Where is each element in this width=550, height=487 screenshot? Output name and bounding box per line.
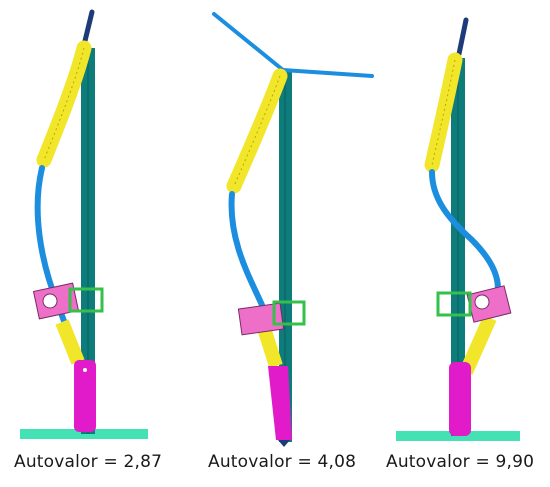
lower-yellow-strut <box>459 315 497 375</box>
clamp-green <box>436 291 472 317</box>
navy-tip <box>456 17 469 57</box>
yellow-tube <box>36 40 92 168</box>
magenta-base-segment <box>449 362 471 436</box>
navy-arm-right <box>281 68 374 78</box>
navy-arm-left <box>212 12 285 72</box>
lower-yellow-strut <box>55 319 85 365</box>
eigenvalue-caption-2: Autovalor = 4,08 <box>208 452 357 472</box>
mode-shape-2 <box>212 12 374 447</box>
eigenvalue-caption-3: Autovalor = 9,90 <box>386 452 535 472</box>
clamp-pink <box>237 302 285 336</box>
navy-tip <box>81 9 95 48</box>
blue-cable <box>429 169 501 303</box>
magenta-base-segment <box>74 360 96 432</box>
clamp-green <box>68 287 104 313</box>
clamp-green <box>272 300 306 326</box>
magenta-base-segment <box>268 366 292 440</box>
mode-shape-3 <box>396 17 520 441</box>
mode-shape-1 <box>20 9 148 439</box>
eigenvalue-caption-1: Autovalor = 2,87 <box>14 452 163 472</box>
